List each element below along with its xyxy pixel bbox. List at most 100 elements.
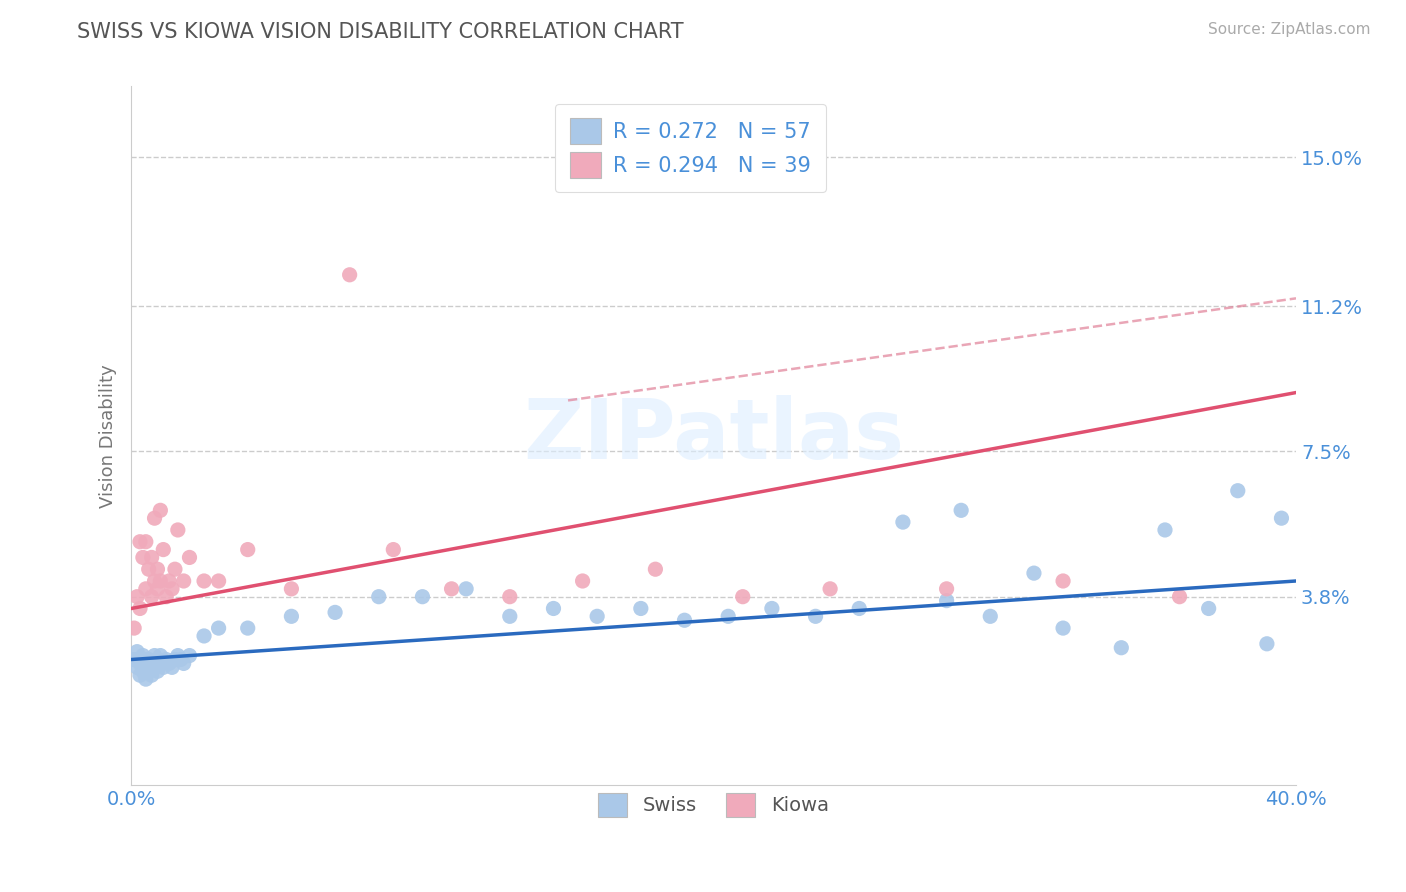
Y-axis label: Vision Disability: Vision Disability <box>100 364 117 508</box>
Point <box>935 582 957 596</box>
Text: Source: ZipAtlas.com: Source: ZipAtlas.com <box>1208 22 1371 37</box>
Point <box>173 657 195 671</box>
Point <box>193 574 215 588</box>
Point <box>411 590 433 604</box>
Point <box>499 609 522 624</box>
Point <box>132 550 155 565</box>
Point <box>179 550 201 565</box>
Point <box>155 652 177 666</box>
Point <box>280 609 302 624</box>
Text: SWISS VS KIOWA VISION DISABILITY CORRELATION CHART: SWISS VS KIOWA VISION DISABILITY CORRELA… <box>77 22 683 42</box>
Point <box>179 648 201 663</box>
Point <box>163 652 186 666</box>
Point <box>173 574 195 588</box>
Legend: Swiss, Kiowa: Swiss, Kiowa <box>591 785 837 824</box>
Point <box>138 652 160 666</box>
Point <box>129 601 152 615</box>
Point <box>141 668 163 682</box>
Point <box>146 652 169 666</box>
Point <box>146 665 169 679</box>
Point <box>1022 566 1045 581</box>
Point <box>979 609 1001 624</box>
Point <box>163 562 186 576</box>
Point <box>143 511 166 525</box>
Point <box>129 534 152 549</box>
Point <box>146 562 169 576</box>
Point <box>1052 621 1074 635</box>
Point <box>630 601 652 615</box>
Point <box>236 621 259 635</box>
Point <box>141 657 163 671</box>
Point <box>571 574 593 588</box>
Point <box>160 582 183 596</box>
Point <box>125 660 148 674</box>
Point <box>149 503 172 517</box>
Point <box>135 652 157 666</box>
Point <box>166 648 188 663</box>
Text: ZIPatlas: ZIPatlas <box>523 395 904 476</box>
Point <box>950 503 973 517</box>
Point <box>280 582 302 596</box>
Point <box>207 621 229 635</box>
Point <box>1052 574 1074 588</box>
Point <box>1270 511 1292 525</box>
Point <box>152 542 174 557</box>
Point <box>152 660 174 674</box>
Point <box>382 542 405 557</box>
Point <box>157 657 180 671</box>
Point <box>673 613 696 627</box>
Point <box>149 657 172 671</box>
Point <box>170 652 193 666</box>
Point <box>499 590 522 604</box>
Point <box>339 268 361 282</box>
Point <box>1198 601 1220 615</box>
Point <box>236 542 259 557</box>
Point <box>122 652 145 666</box>
Point <box>848 601 870 615</box>
Point <box>132 665 155 679</box>
Point <box>149 574 172 588</box>
Point <box>141 590 163 604</box>
Point <box>717 609 740 624</box>
Point <box>761 601 783 615</box>
Point <box>122 621 145 635</box>
Point <box>143 648 166 663</box>
Point <box>586 609 609 624</box>
Point <box>804 609 827 624</box>
Point <box>146 582 169 596</box>
Point <box>135 672 157 686</box>
Point <box>125 645 148 659</box>
Point <box>129 657 152 671</box>
Point <box>1168 590 1191 604</box>
Point <box>166 523 188 537</box>
Point <box>132 648 155 663</box>
Point <box>1256 637 1278 651</box>
Point <box>367 590 389 604</box>
Point <box>818 582 841 596</box>
Point <box>125 590 148 604</box>
Point <box>1154 523 1177 537</box>
Point <box>138 660 160 674</box>
Point <box>143 574 166 588</box>
Point <box>135 534 157 549</box>
Point <box>160 660 183 674</box>
Point <box>135 582 157 596</box>
Point <box>323 606 346 620</box>
Point <box>644 562 666 576</box>
Point <box>935 593 957 607</box>
Point <box>149 648 172 663</box>
Point <box>143 660 166 674</box>
Point <box>129 668 152 682</box>
Point <box>138 562 160 576</box>
Point <box>141 550 163 565</box>
Point <box>731 590 754 604</box>
Point <box>207 574 229 588</box>
Point <box>1226 483 1249 498</box>
Point <box>193 629 215 643</box>
Point <box>440 582 463 596</box>
Point <box>543 601 565 615</box>
Point <box>155 590 177 604</box>
Point <box>1111 640 1133 655</box>
Point <box>456 582 478 596</box>
Point <box>891 515 914 529</box>
